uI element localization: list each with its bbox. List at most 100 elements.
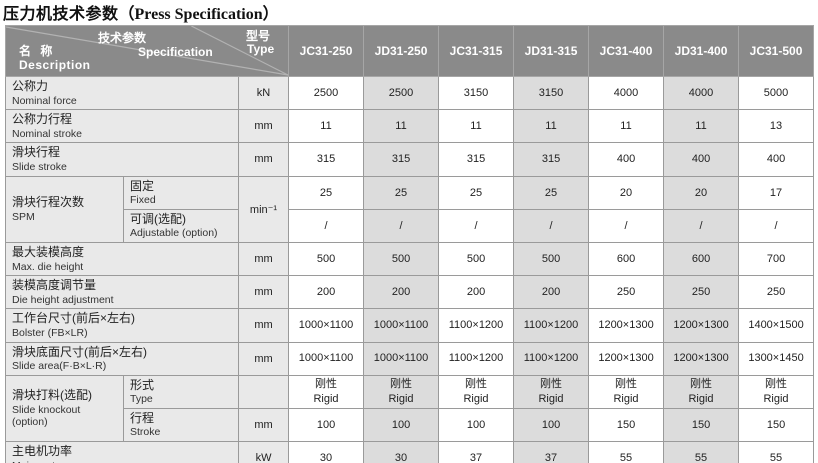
row-sublabel-cn: 行程 (130, 410, 155, 425)
row-label-cell: 滑块行程次数 SPM (5, 175, 124, 243)
row-label-en: Nominal stroke (12, 127, 83, 140)
value-cell: / (738, 208, 815, 243)
row-sublabel-cell: 形式 Type (123, 374, 239, 409)
row-sublabel-cell: 行程 Stroke (123, 407, 239, 443)
value-cell: 11 (288, 109, 365, 144)
value-cell: 25 (438, 175, 515, 210)
value-cell: 刚性 Rigid (738, 374, 815, 409)
value-cell: 1000×1100 (288, 341, 365, 376)
value-cell: 5000 (738, 75, 815, 111)
row-sublabel-cn: 固定 (130, 178, 155, 193)
value-cell: 刚性 Rigid (438, 374, 515, 409)
row-sublabel-cn: 可调(选配) (130, 211, 186, 226)
value-cell: / (588, 208, 665, 243)
table-row: 装模高度调节量 Die height adjustment mm 200 200 200 2… (5, 275, 815, 310)
value-cell: 1100×1200 (438, 308, 515, 343)
diagonal-lines (6, 26, 288, 76)
value-cell: 4000 (588, 75, 665, 111)
value-cell: 200 (288, 275, 365, 310)
page-title-cn: 压力机技术参数 (3, 6, 119, 23)
value-cell: 17 (738, 175, 815, 210)
value-cell: 100 (288, 407, 365, 443)
value-cell: / (363, 208, 440, 243)
row-label-cell: 装模高度调节量 Die height adjustment (5, 275, 239, 310)
value-cell: 55 (663, 441, 740, 463)
model-column-header: JD31-400 (663, 25, 740, 77)
unit-cell: mm (237, 142, 290, 177)
model-column-header: JC31-500 (738, 25, 815, 77)
row-sublabel-en: Type (130, 393, 153, 406)
unit-cell: mm (237, 241, 290, 277)
page-title-en: （Press Specification） (118, 6, 279, 23)
value-cell: 1000×1100 (288, 308, 365, 343)
value-cell: 刚性 Rigid (288, 374, 365, 409)
unit-cell (237, 374, 290, 409)
value-cell: 1300×1450 (738, 341, 815, 376)
value-cell: 30 (363, 441, 440, 463)
table-row: 滑块底面尺寸(前后×左右) Slide area(F·B×L·R) mm 1000×1… (5, 341, 815, 376)
table-row: 滑块打料(选配) Slide knockout (option) 形式 Type 刚性 … (5, 374, 815, 443)
model-column-header: JC31-315 (438, 25, 515, 77)
table-row: 可调(选配) Adjustable (option) / / / / / / / (6, 208, 815, 243)
row-label-en: Bolster (FB×LR) (12, 326, 88, 339)
value-cell: 1000×1100 (363, 308, 440, 343)
model-column-header: JD31-250 (363, 25, 440, 77)
value-cell: 200 (513, 275, 590, 310)
row-label-cell: 主电机功率Main motor power (5, 441, 239, 463)
value-cell: 500 (438, 241, 515, 277)
value-cell: 2500 (363, 75, 440, 111)
row-label-en: Max. die height (12, 260, 84, 273)
value-cell: 4000 (663, 75, 740, 111)
value-cell: 刚性 Rigid (363, 374, 440, 409)
unit-cell: kW (237, 441, 290, 463)
table-row: 滑块行程 Slide stroke mm 315 315 315 315 400 400 400 (5, 142, 815, 177)
value-cell: 250 (663, 275, 740, 310)
header-type-en: Type (247, 42, 275, 56)
value-cell: 13 (738, 109, 815, 144)
row-label-cell: 滑块打料(选配) Slide knockout (option) (5, 374, 124, 443)
value-cell: 刚性 Rigid (663, 374, 740, 409)
value-cell: 1100×1200 (513, 308, 590, 343)
spec-table-body: 公称力 Nominal force kN 2500 2500 3150 3150 4000 40… (5, 75, 815, 463)
row-label-en: SPM (12, 210, 35, 223)
value-cell: 600 (588, 241, 665, 277)
value-cell: 400 (738, 142, 815, 177)
row-label-cell: 公称力行程 Nominal stroke (5, 109, 239, 144)
row-sublabel-cn: 形式 (130, 377, 155, 392)
value-cell: 1100×1200 (513, 341, 590, 376)
header-spec-cn: 技术参数 (98, 31, 147, 45)
header-spec-en: Specification (138, 45, 213, 59)
row-label-en: Die height adjustment (12, 293, 114, 306)
value-cell: 700 (738, 241, 815, 277)
value-cell: 1000×1100 (363, 341, 440, 376)
row-label-cn: 公称力行程 (12, 112, 73, 127)
table-row: 最大装模高度 Max. die height mm 500 500 500 500 600 60… (5, 241, 815, 277)
row-label-cn: 公称力 (12, 79, 49, 93)
value-cell: 11 (588, 109, 665, 144)
unit-cell: min⁻¹ (237, 175, 290, 243)
row-label-cell: 公称力 Nominal force (5, 75, 239, 111)
row-label-cell: 滑块底面尺寸(前后×左右) Slide area(F·B×L·R) (5, 341, 239, 376)
row-label-cn: 滑块行程 (12, 145, 61, 160)
unit-cell: kN (237, 75, 290, 111)
model-column-header: JD31-315 (513, 25, 590, 77)
row-label-cn: 工作台尺寸(前后×左右) (12, 311, 136, 326)
value-cell: 20 (588, 175, 665, 210)
value-cell: 2500 (288, 75, 365, 111)
value-cell: 37 (438, 441, 515, 463)
value-cell: 400 (663, 142, 740, 177)
value-cell: 11 (363, 109, 440, 144)
value-cell: 1200×1300 (663, 341, 740, 376)
value-cell: 150 (738, 407, 815, 443)
value-cell: 1200×1300 (663, 308, 740, 343)
row-label-cell: 滑块行程 Slide stroke (5, 142, 239, 177)
row-label-en: Slide stroke (12, 160, 67, 173)
value-cell: 55 (738, 441, 815, 463)
value-cell: 100 (513, 407, 590, 443)
row-label-cell: 最大装模高度 Max. die height (5, 241, 239, 277)
row-label-cell: 工作台尺寸(前后×左右) Bolster (FB×LR) (5, 308, 239, 343)
value-cell: 刚性 Rigid (588, 374, 665, 409)
value-cell: 400 (588, 142, 665, 177)
value-cell: / (438, 208, 515, 243)
